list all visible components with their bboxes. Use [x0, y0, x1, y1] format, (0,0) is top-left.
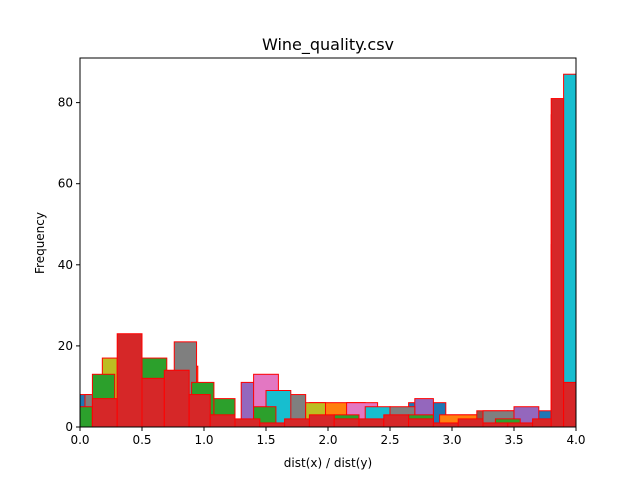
histogram-bar	[358, 418, 385, 428]
histogram-bar	[308, 414, 335, 428]
bars-layer	[79, 73, 577, 428]
x-tick-label: 0.0	[70, 433, 89, 447]
histogram-bar	[141, 377, 165, 428]
histogram-bar	[432, 422, 459, 428]
histogram-bar	[163, 369, 190, 428]
histogram-bar	[408, 418, 434, 428]
x-axis-label: dist(x) / dist(y)	[284, 456, 372, 470]
histogram-bar	[563, 73, 577, 428]
series-9	[91, 98, 577, 428]
histogram-bar	[234, 418, 261, 428]
histogram-bar	[188, 394, 211, 428]
histogram-bar	[507, 422, 534, 428]
histogram-bar	[550, 98, 565, 428]
x-tick-label: 0.5	[132, 433, 151, 447]
chart-title: Wine_quality.csv	[262, 35, 394, 55]
x-tick-label: 2.5	[380, 433, 399, 447]
histogram-bar	[259, 422, 286, 428]
x-tick-label: 4.0	[566, 433, 585, 447]
histogram-bar	[563, 381, 577, 428]
y-tick-label: 20	[58, 339, 73, 353]
histogram-bar	[333, 418, 360, 428]
y-tick-label: 80	[58, 96, 73, 110]
y-axis-label: Frequency	[33, 212, 47, 274]
histogram-bar	[284, 418, 310, 428]
x-tick-label: 1.5	[256, 433, 275, 447]
histogram-bar	[457, 418, 484, 428]
y-tick-label: 60	[58, 177, 73, 191]
x-tick-label: 2.0	[318, 433, 337, 447]
axes-layer: 0.0 0.5 1.0 1.5 2.0 2.5 3.0 3.5 4.0 0 20 40 60 80	[58, 57, 586, 447]
y-tick-label: 40	[58, 258, 73, 272]
histogram-bar	[79, 406, 93, 428]
histogram-bar	[91, 398, 118, 428]
x-tick-label: 1.0	[194, 433, 213, 447]
histogram-bar	[532, 418, 552, 428]
x-tick-label: 3.0	[442, 433, 461, 447]
x-tick-label: 3.5	[504, 433, 523, 447]
histogram-bar	[383, 414, 410, 428]
y-tick-label: 0	[65, 420, 73, 434]
histogram-bar	[482, 422, 509, 428]
histogram-bar	[116, 333, 143, 428]
histogram-bar	[209, 414, 236, 428]
